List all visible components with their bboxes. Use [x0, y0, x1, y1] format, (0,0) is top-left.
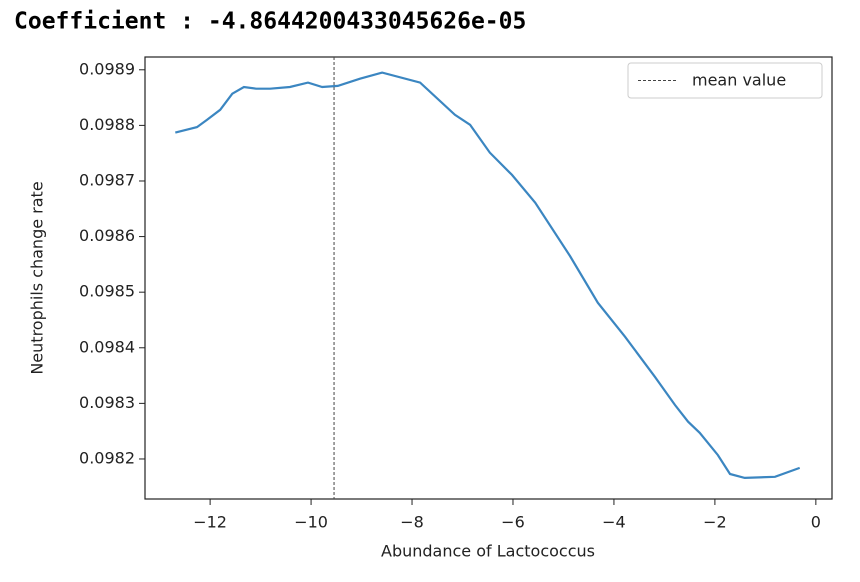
legend-label: mean value: [692, 71, 786, 90]
x-tick-label: 0: [811, 513, 821, 532]
x-tick-label: −6: [501, 513, 525, 532]
x-axis-label: Abundance of Lactococcus: [381, 542, 595, 561]
y-tick-label: 0.0988: [79, 115, 135, 134]
x-tick-label: −8: [400, 513, 424, 532]
coefficient-header: Coefficient : -4.8644200433045626e-05: [14, 9, 526, 35]
y-axis-label: Neutrophils change rate: [28, 181, 47, 374]
y-tick-label: 0.0984: [79, 337, 135, 356]
y-tick-label: 0.0982: [79, 448, 135, 467]
data-line: [175, 71, 801, 480]
x-tick-label: −2: [703, 513, 727, 532]
y-tick-label: 0.0985: [79, 282, 135, 301]
x-tick-label: −10: [294, 513, 328, 532]
x-tick-label: −4: [602, 513, 626, 532]
y-tick-label: 0.0989: [79, 59, 135, 78]
y-tick-label: 0.0987: [79, 170, 135, 189]
y-tick-label: 0.0983: [79, 393, 135, 412]
plot-frame: [144, 56, 833, 500]
x-tick-label: −12: [193, 513, 227, 532]
legend-box: [627, 62, 823, 99]
y-tick-label: 0.0986: [79, 226, 135, 245]
